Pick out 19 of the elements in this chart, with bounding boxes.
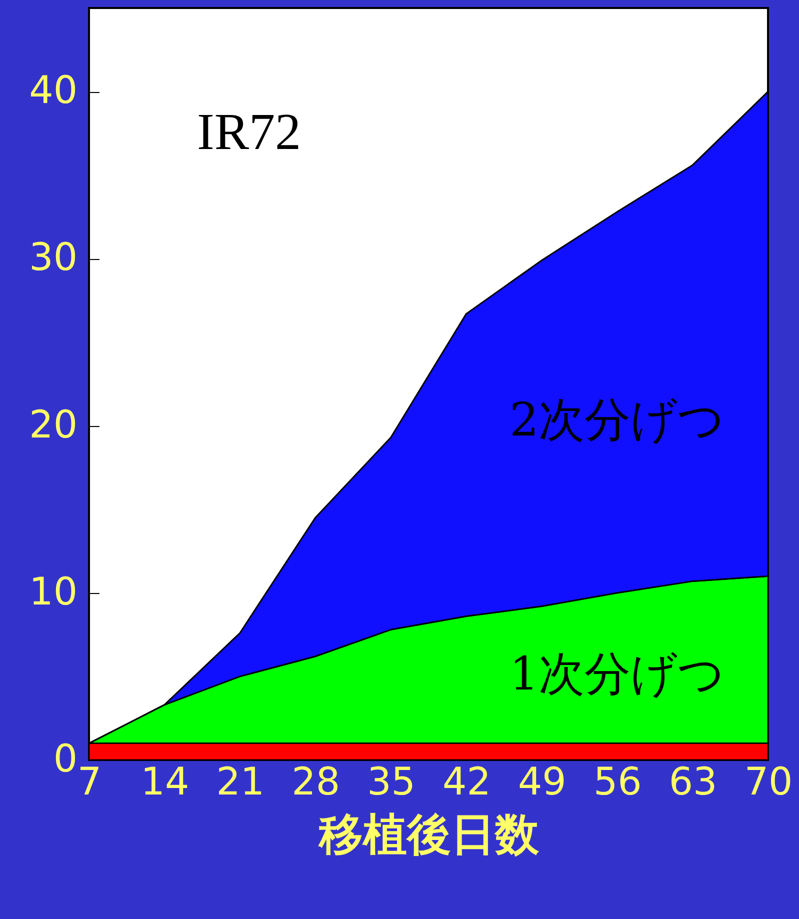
x-tick-label: 49 <box>518 760 566 804</box>
x-tick-label: 42 <box>442 760 491 804</box>
series-label: 1次分げつ <box>509 646 725 701</box>
x-tick-label: 56 <box>593 760 642 804</box>
y-tick-label: 10 <box>29 569 78 614</box>
x-tick-label: 7 <box>77 760 102 804</box>
y-tick-label: 20 <box>29 402 78 446</box>
x-tick-label: 28 <box>292 760 340 804</box>
x-tick-label: 63 <box>668 760 718 804</box>
x-tick-label: 70 <box>744 760 793 804</box>
series-label: 2次分げつ <box>509 392 725 446</box>
y-tick-label: 40 <box>29 68 78 112</box>
annotation: IR72 <box>197 104 301 161</box>
y-tick-label: 0 <box>53 736 78 780</box>
x-axis-title: 移植後日数 <box>318 810 540 860</box>
x-tick-label: 21 <box>216 760 265 804</box>
x-tick-label: 14 <box>140 760 190 804</box>
y-tick-label: 30 <box>29 235 78 280</box>
x-tick-label: 35 <box>367 760 416 804</box>
